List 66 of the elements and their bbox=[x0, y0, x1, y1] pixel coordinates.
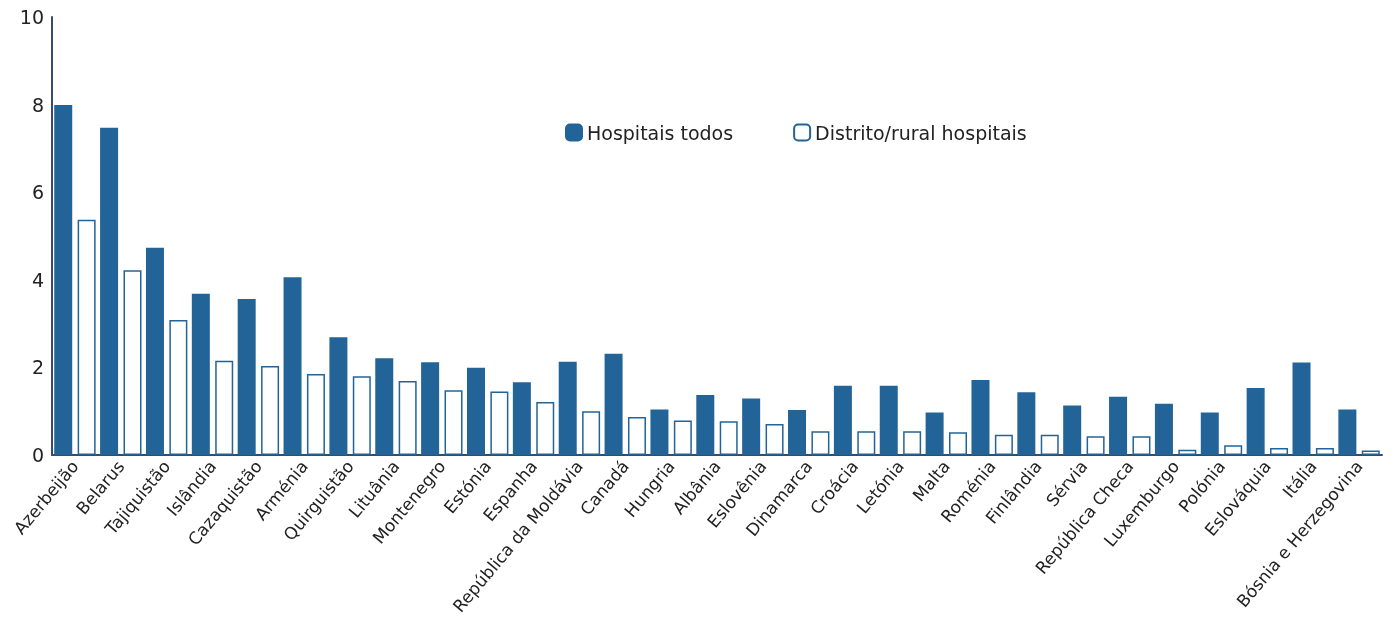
bar bbox=[1109, 396, 1128, 455]
legend-label: Hospitais todos bbox=[587, 121, 734, 144]
bar bbox=[352, 376, 371, 455]
bar bbox=[512, 382, 531, 455]
bar bbox=[1338, 409, 1357, 455]
bar bbox=[169, 320, 188, 455]
bar bbox=[100, 127, 119, 455]
bar bbox=[398, 380, 417, 455]
bar bbox=[811, 431, 830, 455]
bar bbox=[1086, 436, 1105, 455]
bar bbox=[536, 402, 555, 455]
legend-label: Distrito/rural hospitais bbox=[815, 121, 1027, 144]
bar bbox=[627, 416, 646, 455]
bar bbox=[54, 105, 73, 455]
bar bbox=[879, 385, 898, 455]
bar bbox=[444, 390, 463, 455]
bar bbox=[696, 394, 715, 455]
bar bbox=[237, 299, 256, 455]
bar bbox=[650, 409, 669, 455]
bar bbox=[490, 391, 509, 455]
bar bbox=[375, 358, 394, 455]
bar bbox=[925, 412, 944, 455]
bar bbox=[1178, 449, 1197, 455]
bar bbox=[466, 367, 485, 455]
bar bbox=[1132, 436, 1151, 455]
bar bbox=[971, 380, 990, 455]
bar bbox=[145, 247, 164, 455]
bar bbox=[1292, 362, 1311, 455]
bar bbox=[261, 366, 280, 455]
bar bbox=[283, 277, 302, 455]
bar bbox=[1246, 387, 1265, 455]
bar bbox=[1040, 434, 1059, 455]
y-tick-label: 0 bbox=[31, 444, 44, 466]
bar bbox=[77, 219, 96, 455]
bar bbox=[215, 360, 234, 455]
bar bbox=[1361, 450, 1380, 455]
bar bbox=[673, 420, 692, 455]
bar bbox=[719, 421, 738, 455]
bar bbox=[191, 293, 210, 455]
bar bbox=[123, 270, 142, 455]
bar bbox=[994, 434, 1013, 455]
bar bbox=[949, 432, 968, 455]
bar bbox=[421, 362, 440, 455]
bar bbox=[765, 423, 784, 455]
bar bbox=[1200, 412, 1219, 455]
bar bbox=[1154, 403, 1173, 455]
bar bbox=[742, 398, 761, 455]
bar bbox=[1224, 445, 1243, 455]
bar bbox=[857, 431, 876, 455]
bar bbox=[1063, 405, 1082, 455]
bar bbox=[604, 353, 623, 455]
bar bbox=[582, 411, 601, 455]
y-tick-label: 10 bbox=[19, 6, 44, 28]
bar bbox=[558, 361, 577, 455]
bar bbox=[1270, 447, 1289, 455]
bar bbox=[833, 385, 852, 455]
y-tick-label: 2 bbox=[31, 356, 44, 379]
bar bbox=[306, 373, 325, 455]
bar bbox=[788, 409, 807, 455]
bar bbox=[903, 431, 922, 455]
y-tick-label: 8 bbox=[31, 93, 44, 116]
bar bbox=[1315, 447, 1334, 455]
bar bbox=[329, 337, 348, 455]
y-tick-label: 4 bbox=[31, 268, 44, 291]
bar bbox=[1017, 392, 1036, 455]
y-tick-label: 6 bbox=[31, 181, 44, 204]
